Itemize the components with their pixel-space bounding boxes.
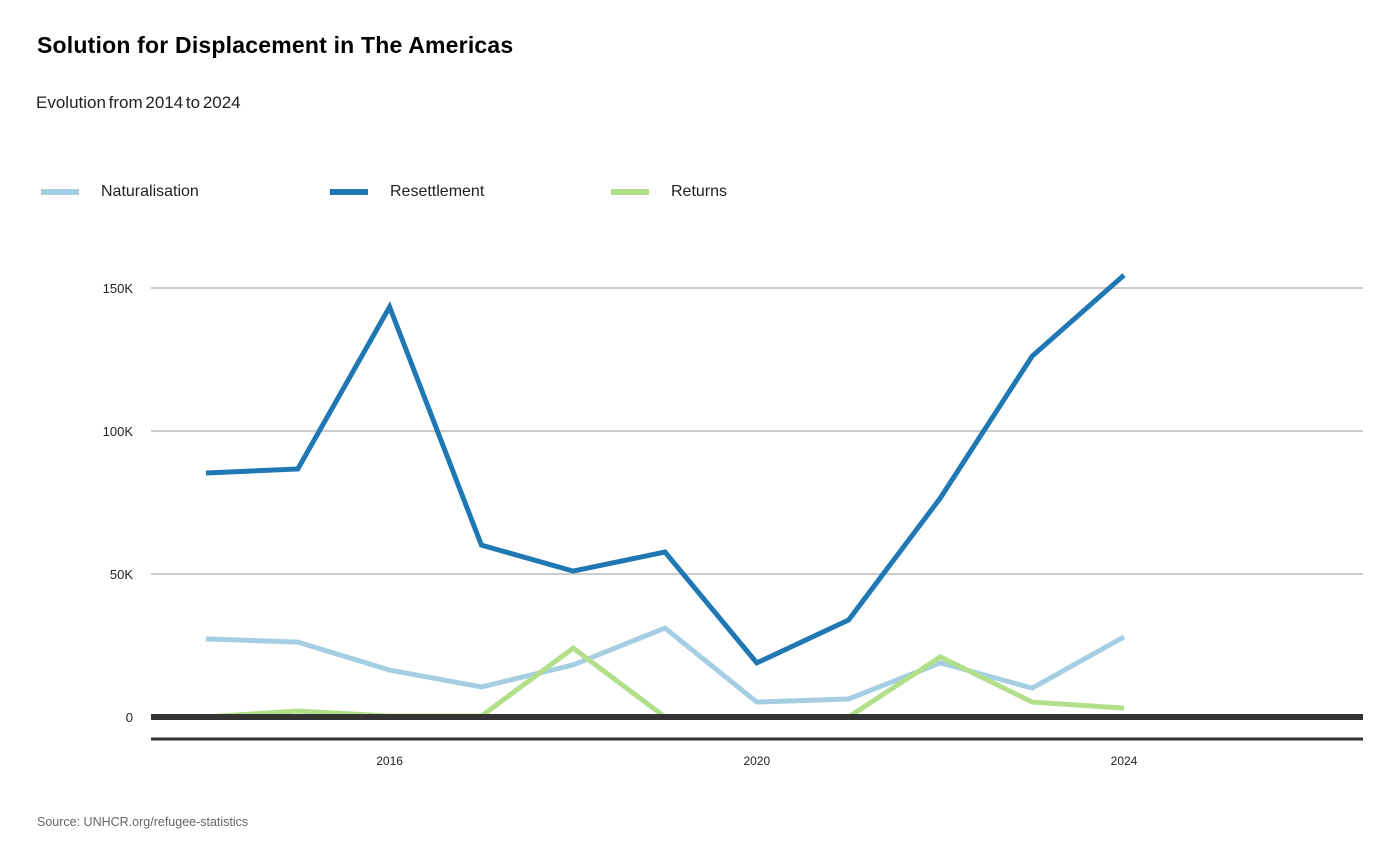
x-tick-label: 2020: [743, 754, 770, 768]
y-axis: 0 50K 100K 150K: [103, 281, 134, 725]
series-line-resettlement: [205, 273, 1126, 666]
source-note: Source: UNHCR.org/refugee-statistics: [37, 815, 249, 829]
legend-swatch-naturalisation: [41, 189, 79, 195]
y-tick-label: 50K: [110, 567, 133, 582]
series-line-naturalisation: [205, 625, 1126, 705]
legend: Naturalisation Resettlement Returns: [0, 180, 800, 204]
legend-swatch-returns: [611, 189, 649, 195]
legend-item-returns[interactable]: Returns: [611, 180, 727, 204]
x-tick-label: 2024: [1111, 754, 1138, 768]
legend-item-resettlement[interactable]: Resettlement: [330, 180, 484, 204]
gridlines: [151, 287, 1363, 575]
y-tick-label: 100K: [103, 424, 134, 439]
chart-title: Solution for Displacement in The America…: [37, 32, 514, 58]
x-axis: 2016 2020 2024: [151, 737, 1363, 768]
y-tick-label: 150K: [103, 281, 134, 296]
legend-label-resettlement: Resettlement: [390, 183, 485, 200]
legend-item-naturalisation[interactable]: Naturalisation: [41, 180, 199, 204]
legend-label-naturalisation: Naturalisation: [101, 183, 199, 200]
series-lines: [205, 273, 1126, 720]
chart-subtitle: Evolution from 2014 to 2024: [36, 93, 241, 112]
x-tick-label: 2016: [376, 754, 403, 768]
legend-swatch-resettlement: [330, 189, 368, 195]
legend-label-returns: Returns: [671, 183, 728, 200]
y-tick-label: 0: [126, 710, 133, 725]
